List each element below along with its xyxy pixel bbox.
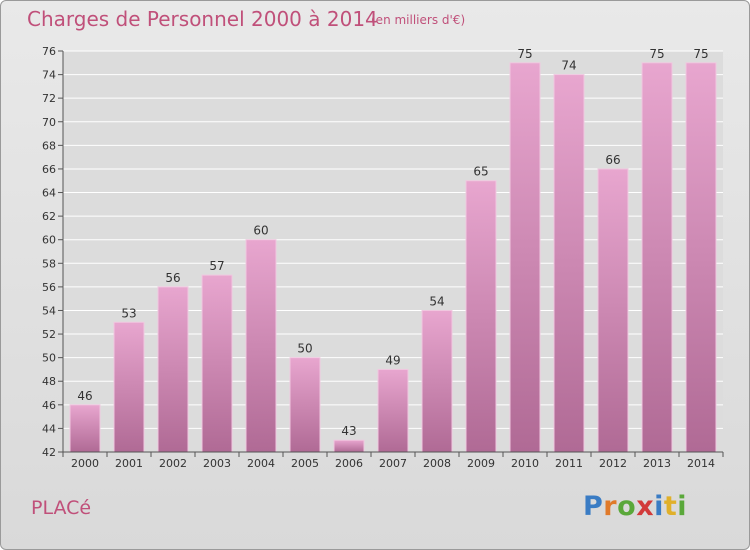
bar-2011[interactable] <box>553 74 585 453</box>
x-tick-label: 2006 <box>335 457 363 470</box>
bar-2012[interactable] <box>597 168 629 453</box>
bar-2005[interactable] <box>289 357 321 453</box>
chart-title: Charges de Personnel 2000 à 2014 <box>27 7 378 31</box>
data-label-2008: 54 <box>429 294 444 308</box>
y-tick-label: 58 <box>42 257 56 270</box>
x-tick-label: 2009 <box>467 457 495 470</box>
data-label-2004: 60 <box>253 224 268 238</box>
data-label-2001: 53 <box>121 306 136 320</box>
logo-letter: r <box>603 491 618 522</box>
data-label-2012: 66 <box>605 153 620 167</box>
x-tick-label: 2011 <box>555 457 583 470</box>
y-tick-label: 68 <box>42 139 56 152</box>
x-tick-label: 2010 <box>511 457 539 470</box>
logo-letter: i <box>677 491 688 522</box>
x-tick-label: 2012 <box>599 457 627 470</box>
x-axis: 2000 2001 2002 2003 2004 2005 2006 2007 2008 2009… <box>62 451 724 470</box>
bar-2000[interactable] <box>69 404 101 453</box>
data-label-2013: 75 <box>649 47 664 61</box>
data-label-2014: 75 <box>693 47 708 61</box>
logo-letter: i <box>654 491 664 522</box>
logo-letter: t <box>663 491 678 522</box>
data-labels: 46 53 56 57 60 50 43 49 54 65 75 74 66 75 75 <box>77 47 708 438</box>
bar-2004[interactable] <box>245 239 277 453</box>
x-tick-label: 2001 <box>115 457 143 470</box>
chart-subtitle: (en milliers d'€) <box>371 13 466 27</box>
y-tick-label: 72 <box>42 92 56 105</box>
bar-2003[interactable] <box>201 274 233 453</box>
y-tick-label: 42 <box>42 446 56 459</box>
y-tick-label: 46 <box>42 399 56 412</box>
y-tick-label: 64 <box>42 187 56 200</box>
y-tick-label: 48 <box>42 375 56 388</box>
y-tick-label: 60 <box>42 234 56 247</box>
bars <box>69 62 717 453</box>
proxiti-logo[interactable]: Proxiti <box>583 491 687 522</box>
data-label-2009: 65 <box>473 165 488 179</box>
y-tick-label: 76 <box>42 45 56 58</box>
x-tick-label: 2005 <box>291 457 319 470</box>
data-label-2007: 49 <box>385 353 400 367</box>
bar-2007[interactable] <box>377 368 409 453</box>
x-tick-label: 2008 <box>423 457 451 470</box>
logo-letter: P <box>583 491 604 522</box>
data-label-2002: 56 <box>165 271 180 285</box>
x-tick-label: 2002 <box>159 457 187 470</box>
x-tick-label: 2014 <box>687 457 715 470</box>
data-label-2005: 50 <box>297 342 312 356</box>
y-tick-label: 66 <box>42 163 56 176</box>
bar-2002[interactable] <box>157 286 189 453</box>
y-tick-label: 50 <box>42 352 56 365</box>
data-label-2011: 74 <box>561 59 576 73</box>
y-tick-label: 70 <box>42 116 56 129</box>
bar-2008[interactable] <box>421 309 453 453</box>
bar-2014[interactable] <box>685 62 717 453</box>
x-tick-label: 2007 <box>379 457 407 470</box>
x-tick-label: 2013 <box>643 457 671 470</box>
y-tick-label: 56 <box>42 281 56 294</box>
data-label-2000: 46 <box>77 389 92 403</box>
y-tick-label: 54 <box>42 304 56 317</box>
logo-letter: o <box>617 491 637 522</box>
data-label-2006: 43 <box>341 424 356 438</box>
x-tick-label: 2003 <box>203 457 231 470</box>
bar-2013[interactable] <box>641 62 673 453</box>
data-label-2010: 75 <box>517 47 532 61</box>
y-axis: 42 44 46 48 50 52 54 56 58 60 62 64 66 68 70 72 74 76 <box>42 45 64 459</box>
y-tick-label: 52 <box>42 328 56 341</box>
bar-2010[interactable] <box>509 62 541 453</box>
logo-letter: x <box>636 491 655 522</box>
bar-2001[interactable] <box>113 321 145 453</box>
y-tick-label: 62 <box>42 210 56 223</box>
x-tick-label: 2000 <box>71 457 99 470</box>
commune-name: PLACé <box>31 497 92 519</box>
x-tick-label: 2004 <box>247 457 275 470</box>
bar-2006[interactable] <box>333 439 365 453</box>
y-tick-label: 74 <box>42 69 56 82</box>
data-label-2003: 57 <box>209 259 224 273</box>
y-tick-label: 44 <box>42 422 56 435</box>
bar-2009[interactable] <box>465 180 497 453</box>
